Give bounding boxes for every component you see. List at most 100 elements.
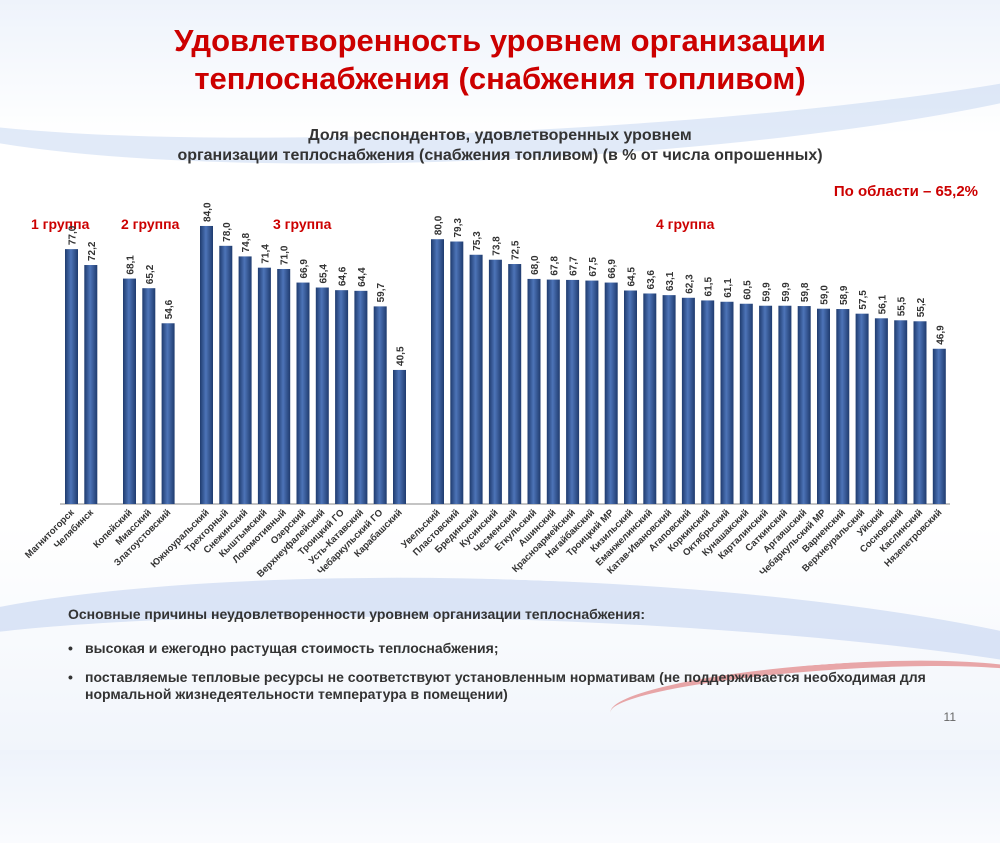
bar-value-label: 54,6 (164, 299, 175, 319)
bar-value-label: 58,9 (839, 285, 850, 305)
bar (393, 369, 406, 504)
chart-subtitle: Доля респондентов, удовлетворенных уровн… (0, 126, 1000, 166)
bar (508, 264, 522, 504)
bar-value-label: 57,5 (858, 290, 869, 310)
bar-value-label: 80,0 (434, 215, 445, 235)
reason-item: высокая и ежегодно растущая стоимость те… (68, 640, 948, 657)
bar (836, 309, 850, 504)
bar (778, 305, 792, 504)
group-label-3: 3 группа (273, 216, 332, 232)
bar-value-label: 61,1 (723, 278, 734, 298)
bar-value-label: 72,2 (87, 241, 98, 261)
bar (817, 308, 830, 504)
bar (335, 290, 349, 504)
bar (296, 282, 310, 504)
bar (739, 303, 753, 504)
bar-value-label: 79,3 (453, 218, 464, 238)
bar (662, 295, 676, 504)
bar (373, 306, 387, 504)
bar (604, 282, 618, 504)
bar-value-label: 59,9 (762, 282, 773, 302)
bar (238, 256, 252, 504)
bar (797, 306, 811, 504)
bar-value-label: 62,3 (684, 274, 695, 294)
bar (624, 290, 637, 504)
bar (488, 259, 502, 504)
bar (546, 279, 560, 504)
bar (720, 301, 734, 504)
bar-value-label: 60,5 (742, 280, 753, 300)
bar (277, 268, 291, 504)
group-label-1: 1 группа (31, 216, 90, 232)
bar-value-label: 64,6 (338, 266, 349, 286)
bar (65, 249, 78, 504)
bar (913, 321, 927, 504)
bar (84, 265, 98, 504)
bar-value-label: 55,2 (916, 297, 927, 317)
bar-value-label: 40,5 (396, 346, 407, 366)
bar-value-label: 72,5 (511, 240, 522, 260)
bar-value-label: 66,9 (299, 259, 310, 279)
satisfaction-bar-chart: 77,0Магнитогорск72,2Челябинск68,1Копейск… (23, 202, 950, 580)
region-average-note: По области – 65,2% (833, 183, 978, 200)
slide-title-line-1: Удовлетворенность уровнем организации (174, 23, 826, 58)
bar-value-label: 84,0 (203, 202, 214, 222)
group-label-2: 2 группа (121, 216, 180, 232)
bar-value-label: 63,1 (665, 271, 676, 291)
bar (932, 348, 946, 504)
bar-value-label: 71,0 (280, 245, 291, 265)
bar-value-label: 67,8 (549, 256, 560, 276)
bar (894, 320, 908, 504)
reasons-heading: Основные причины неудовлетворенности уро… (68, 606, 646, 622)
bar-value-label: 71,4 (260, 244, 271, 264)
bar-value-label: 65,2 (145, 264, 156, 284)
bar (450, 241, 464, 504)
bar (701, 300, 715, 504)
bar (566, 279, 580, 504)
page-number: 11 (943, 710, 956, 724)
bar (431, 239, 444, 504)
reasons-list: высокая и ежегодно растущая стоимость те… (68, 640, 948, 703)
chart-bars: 77,0Магнитогорск72,2Челябинск68,1Копейск… (23, 202, 946, 580)
bar (219, 245, 233, 504)
bar (585, 280, 599, 504)
chart-subtitle-line-2: организации теплоснабжения (снабжения то… (177, 147, 823, 164)
bar-value-label: 67,7 (569, 256, 580, 276)
bar-value-label: 59,8 (800, 282, 811, 302)
bar (681, 297, 695, 504)
bar-value-label: 64,5 (627, 267, 638, 287)
slide-title: Удовлетворенность уровнем организации те… (0, 22, 1000, 98)
bar-value-label: 68,1 (126, 255, 137, 275)
reason-item: поставляемые тепловые ресурсы не соответ… (68, 669, 948, 703)
bar-value-label: 61,5 (704, 277, 715, 297)
bar-value-label: 66,9 (607, 259, 618, 279)
bar (855, 313, 869, 504)
slide-title-line-2: теплоснабжения (снабжения топливом) (194, 61, 806, 96)
bar (161, 323, 175, 504)
bar (527, 278, 541, 504)
bar-value-label: 63,6 (646, 270, 657, 290)
bar-value-label: 78,0 (222, 222, 233, 242)
bar-value-label: 59,7 (376, 282, 387, 302)
bar (643, 293, 657, 504)
bar-value-label: 64,4 (357, 267, 368, 287)
bar-value-label: 59,9 (781, 282, 792, 302)
bar-value-label: 77,0 (68, 225, 79, 245)
bar (354, 290, 368, 504)
bar (874, 318, 888, 504)
bar-value-label: 55,5 (897, 296, 908, 316)
bar-value-label: 68,0 (530, 255, 541, 275)
bar (469, 254, 483, 504)
bar-value-label: 75,3 (472, 231, 483, 251)
bar (315, 287, 329, 504)
bar (142, 288, 156, 504)
group-label-4: 4 группа (656, 216, 715, 232)
bar-value-label: 56,1 (877, 294, 888, 314)
bar-value-label: 46,9 (935, 325, 946, 345)
bar-value-label: 73,8 (491, 236, 502, 256)
bar-value-label: 67,5 (588, 257, 599, 277)
bar (200, 225, 213, 504)
bar (759, 305, 773, 504)
bar-value-label: 74,8 (241, 233, 252, 253)
bar-value-label: 59,0 (820, 285, 831, 305)
